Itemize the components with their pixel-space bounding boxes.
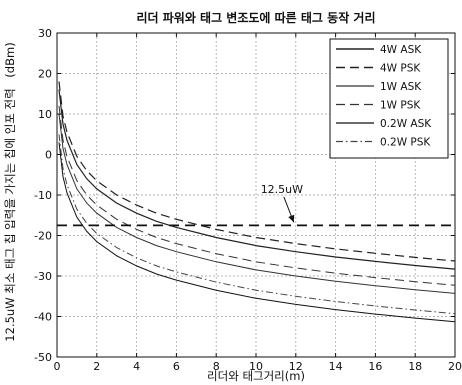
y-tick-label: -40 (34, 311, 52, 324)
y-tick-label: -10 (34, 189, 52, 202)
x-tick-label: 6 (173, 360, 180, 373)
annotation-arrowhead (288, 214, 295, 223)
series-line (58, 142, 456, 323)
x-tick-label: 12 (289, 360, 303, 373)
tick-layer: 0 2 4 6 8 10 12 14 16 18 20 -50 -40 -30 -20 -10 0 10 20 30 (34, 27, 462, 373)
legend-entry-label: 4W ASK (380, 44, 422, 56)
series-line (58, 89, 456, 270)
legend-entry-label: 0.2W PSK (380, 137, 431, 149)
series-line (58, 113, 456, 294)
y-tick-label: 20 (38, 68, 52, 81)
y-axis-label: 12.5uW 최소 태그 칩 입력을 가지는 칩에 인포 전력 (3, 88, 17, 341)
y-tick-label: 10 (38, 108, 52, 121)
legend-entry-label: 1W PSK (380, 100, 421, 112)
x-tick-label: 14 (329, 360, 343, 373)
y-axis-unit: (dBm) (3, 42, 17, 77)
series-line (58, 134, 456, 315)
x-axis-label: 리더와 태그거리(m) (207, 369, 305, 383)
x-tick-label: 16 (368, 360, 382, 373)
x-tick-label: 18 (408, 360, 422, 373)
x-tick-label: 8 (213, 360, 220, 373)
legend-box (329, 38, 449, 159)
y-tick-label: -30 (34, 270, 52, 283)
annotation-label: 12.5uW (261, 183, 303, 196)
y-tick-label: 0 (45, 149, 52, 162)
x-tick-label: 20 (448, 360, 462, 373)
x-tick-label: 10 (249, 360, 263, 373)
legend-entry-label: 0.2W ASK (380, 118, 432, 130)
x-tick-label: 2 (93, 360, 100, 373)
legend: 4W ASK 4W PSK 1W ASK 1W PSK 0.2W ASK 0.2W PSK (329, 38, 449, 159)
legend-entry-label: 4W PSK (380, 63, 421, 75)
x-tick-label: 4 (133, 360, 140, 373)
chart-title: 리더 파워와 태그 변조도에 따른 태그 동작 거리 (136, 10, 375, 25)
x-tick-label: 0 (54, 360, 61, 373)
legend-entry-label: 1W ASK (380, 81, 422, 93)
y-tick-label: 30 (38, 27, 52, 40)
y-tick-label: -20 (34, 230, 52, 243)
annotation-layer: 12.5uW (261, 183, 303, 223)
series-layer (58, 81, 456, 323)
y-tick-label: -50 (34, 351, 52, 364)
